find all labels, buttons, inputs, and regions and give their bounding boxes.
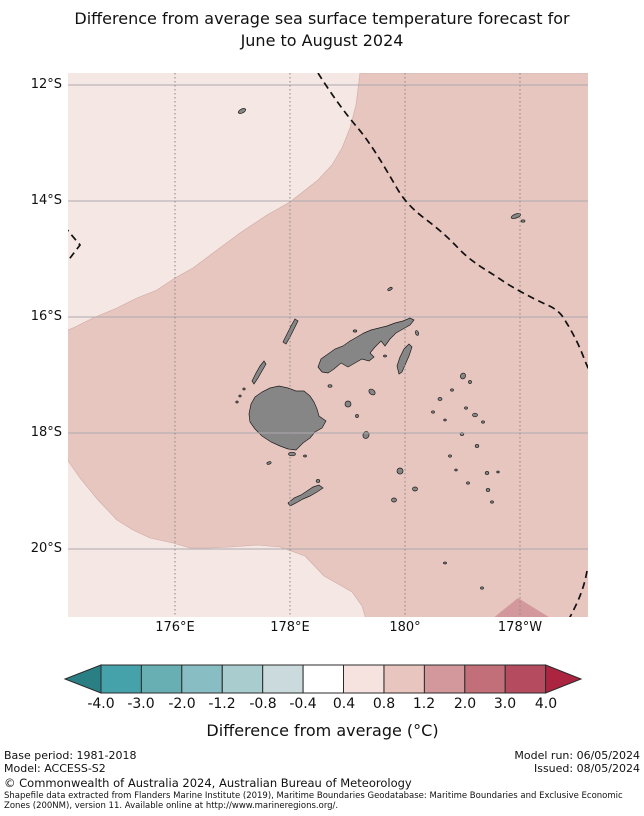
title-line-1: Difference from average sea surface temp… <box>74 9 570 28</box>
colorbar-under-arrow <box>63 664 102 694</box>
attribution-text: Shapefile data extracted from Flanders M… <box>4 791 623 811</box>
model-run-text: Model run: 06/05/2024 <box>514 749 640 762</box>
island-vanua-balavu <box>460 372 466 380</box>
island-small-1 <box>383 354 387 358</box>
colorbar-segment <box>343 664 385 694</box>
lon-tick-178w: 178°W <box>497 620 543 635</box>
island-vatulele <box>266 461 272 465</box>
island-yasawa <box>282 318 299 345</box>
island-futuna <box>510 213 522 219</box>
colorbar-tick: -0.4 <box>289 696 317 712</box>
lat-tick-20s: 20°S <box>30 541 62 556</box>
title-line-2: June to August 2024 <box>240 31 404 50</box>
sst-anomaly-map <box>63 73 588 694</box>
eez-boundary-dashed-line <box>68 73 588 617</box>
island-lau-2 <box>450 388 454 392</box>
map-gridlines <box>68 73 588 617</box>
island-ono-i-lau <box>480 586 484 590</box>
island-matuku <box>391 497 397 503</box>
lat-tick-16s: 16°S <box>30 309 62 324</box>
colorbar-segment <box>423 664 466 694</box>
island-moala <box>396 467 404 475</box>
colorbar-segment <box>302 664 345 694</box>
island-lau-13 <box>496 470 500 474</box>
colorbar-over-arrow <box>545 664 583 694</box>
colorbar-segment <box>100 664 142 694</box>
island-vatoa <box>443 561 447 565</box>
colorbar-tick: -1.2 <box>208 696 236 712</box>
island-lau-5 <box>443 418 447 422</box>
colorbar-tick: -4.0 <box>87 696 115 712</box>
fiji-islands <box>235 108 526 590</box>
lat-tick-12s: 12°S <box>30 77 62 92</box>
colorbar-tick: 2.0 <box>453 696 477 712</box>
island-lau-1 <box>468 380 472 384</box>
base-period-text: Base period: 1981-2018 <box>4 749 137 762</box>
colorbar-segment <box>504 664 547 694</box>
island-waya <box>251 360 267 385</box>
island-totoya <box>412 486 418 492</box>
island-vanua-levu <box>317 317 415 374</box>
colorbar-tick: -2.0 <box>168 696 196 712</box>
island-lau-9 <box>466 481 470 485</box>
colorbar-tick: -0.8 <box>249 696 277 712</box>
colorbar-segment <box>181 664 223 694</box>
lat-tick-18s: 18°S <box>30 425 62 440</box>
colorbar-tick: -3.0 <box>127 696 155 712</box>
island-nayau <box>431 410 435 414</box>
copyright-text: © Commonwealth of Australia 2024, Austra… <box>4 776 412 790</box>
eez-boundary-west-segment <box>68 229 82 263</box>
colorbar-tick: 1.2 <box>412 696 436 712</box>
colorbar-label: Difference from average (°C) <box>206 721 439 740</box>
island-small-2 <box>303 454 307 458</box>
colorbar-segment <box>464 664 506 694</box>
colorbar-segment <box>221 664 264 694</box>
lat-tick-14s: 14°S <box>30 193 62 208</box>
island-cikobia <box>387 287 393 291</box>
lon-tick-176e: 176°E <box>155 620 195 635</box>
island-koro <box>368 388 376 396</box>
island-viti-levu <box>248 385 327 451</box>
issued-text: Issued: 08/05/2024 <box>533 762 640 775</box>
lon-tick-180: 180° <box>389 620 421 635</box>
island-rotuma <box>237 108 247 114</box>
island-lakeba <box>472 412 478 418</box>
island-cicia <box>437 397 443 401</box>
colorbar-tick: 0.8 <box>372 696 396 712</box>
band-12-20-region <box>494 598 549 617</box>
colorbar-segment <box>262 664 304 694</box>
colorbar-tick: 3.0 <box>493 696 517 712</box>
island-alofi <box>520 219 526 223</box>
island-nananu <box>327 384 333 388</box>
island-kadavu <box>287 484 324 507</box>
model-text: Model: ACCESS-S2 <box>4 762 106 775</box>
island-lau-3 <box>464 406 468 410</box>
island-lau-11 <box>490 500 494 504</box>
island-yadua <box>352 329 358 333</box>
island-lau-8 <box>484 471 490 475</box>
island-lau-4 <box>481 420 485 424</box>
lon-tick-178e: 178°E <box>270 620 310 635</box>
island-mamanuca-2 <box>242 387 246 391</box>
band-08-12-region <box>68 73 588 617</box>
island-ono <box>315 479 321 483</box>
page-title: Difference from average sea surface temp… <box>0 8 644 52</box>
colorbar <box>63 664 583 694</box>
island-mamanuca-3 <box>235 400 239 404</box>
colorbar-segment <box>140 664 183 694</box>
colorbar-segment <box>383 664 425 694</box>
island-mamanuca-1 <box>238 394 242 398</box>
island-lau-10 <box>485 488 491 492</box>
island-lau-12 <box>448 454 452 458</box>
colorbar-tick: 0.4 <box>332 696 356 712</box>
island-makogai <box>355 414 359 418</box>
island-lau-7 <box>474 444 480 448</box>
colorbar-tick: 4.0 <box>534 696 558 712</box>
island-ovalau <box>344 400 352 408</box>
island-taveuni <box>396 343 413 375</box>
island-rabi <box>415 330 419 336</box>
island-lau-14 <box>454 468 458 472</box>
